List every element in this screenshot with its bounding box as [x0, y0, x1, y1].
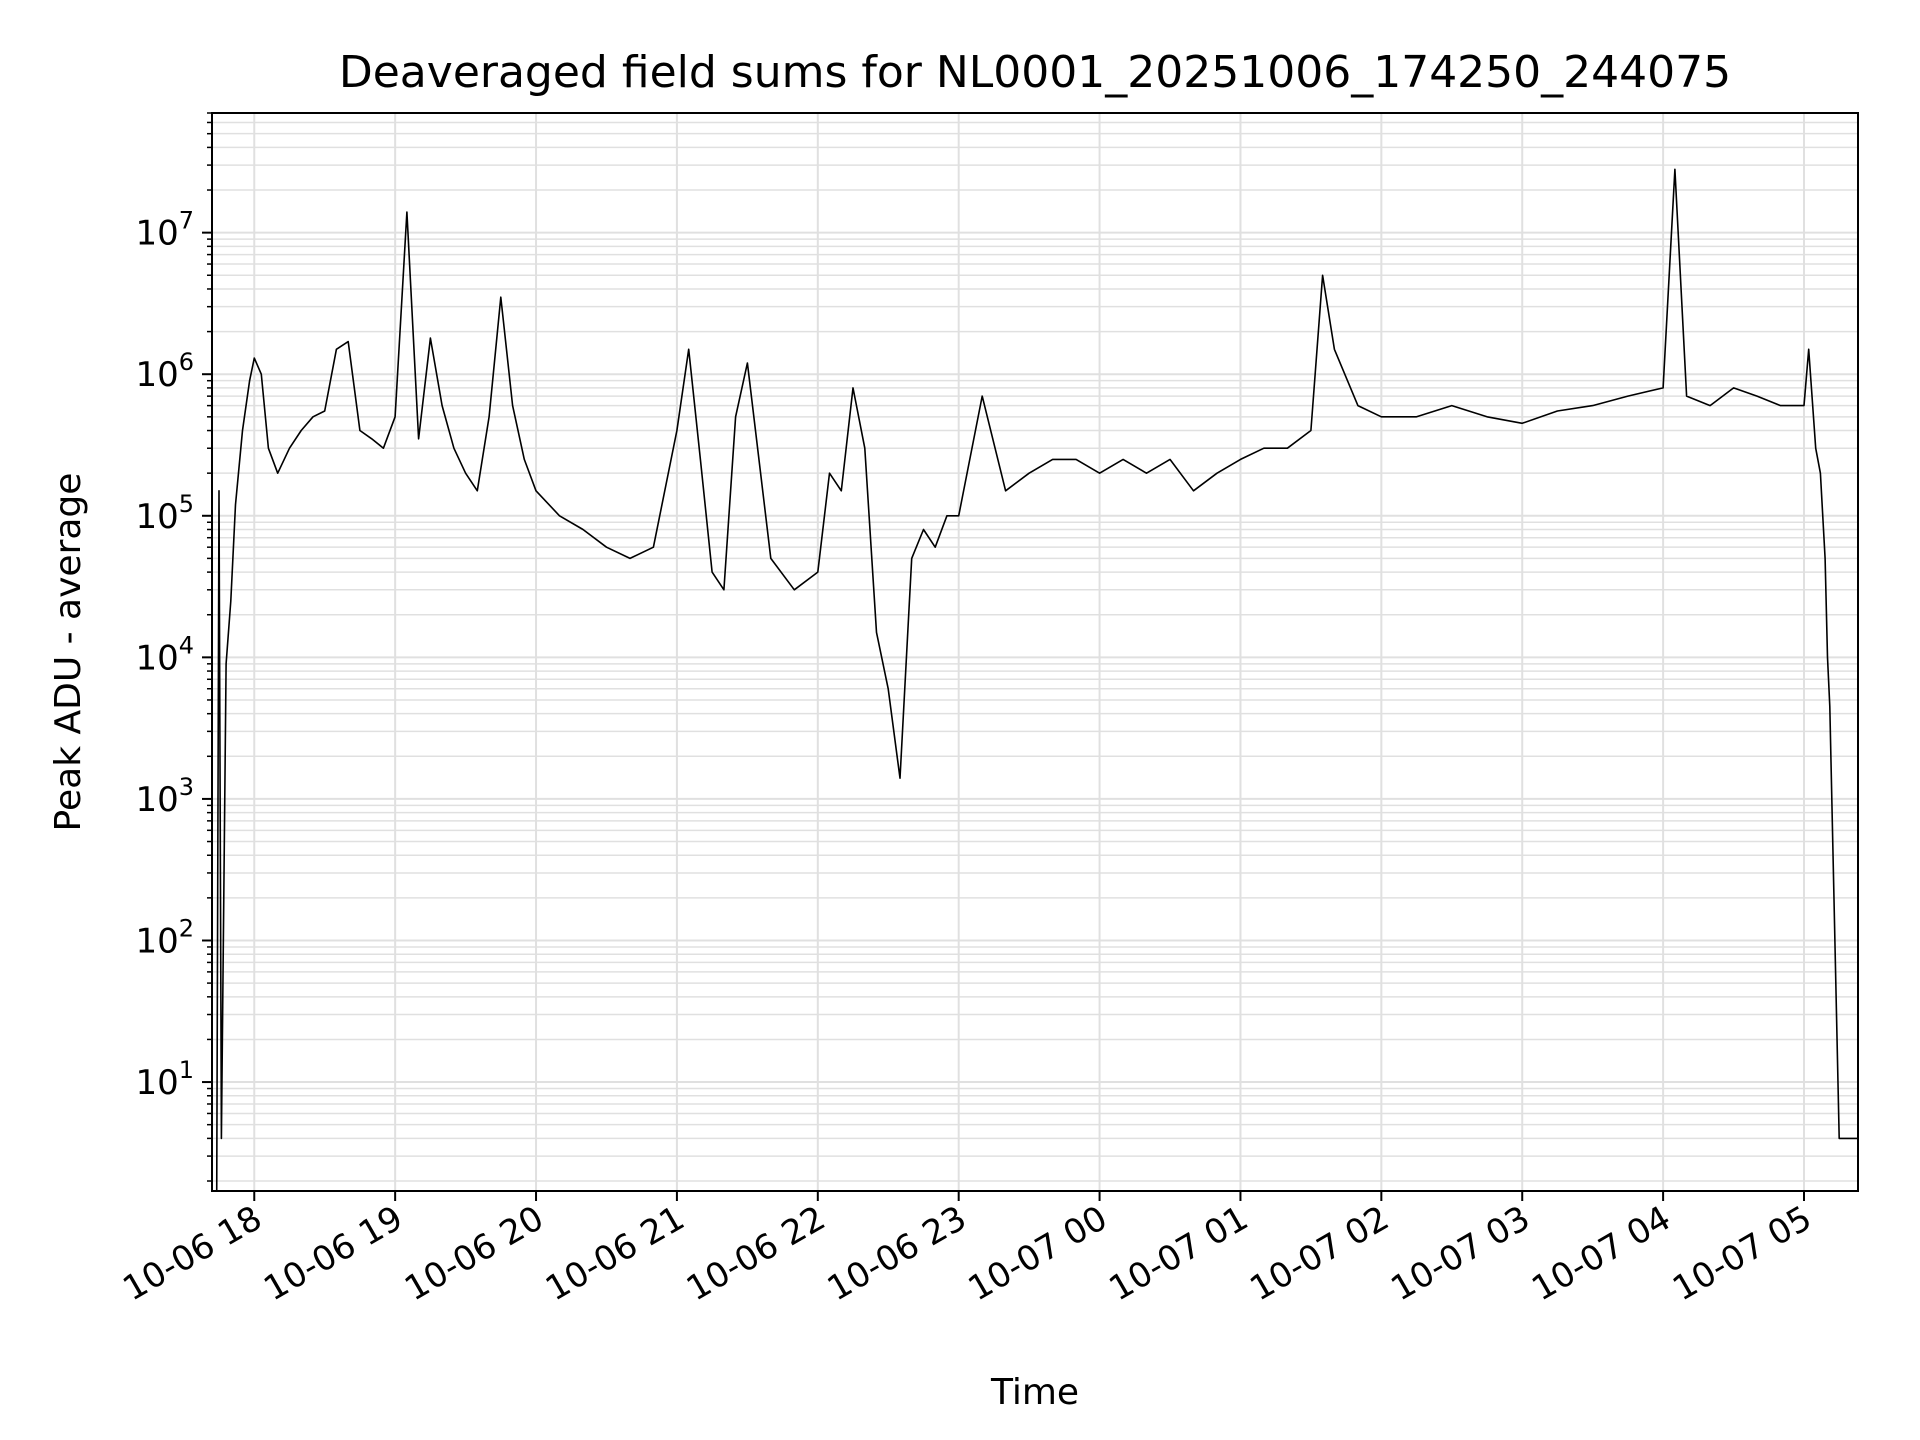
y-tick-label: 102 — [135, 914, 194, 961]
y-tick-label: 105 — [135, 490, 194, 537]
minor-gridlines — [212, 112, 1858, 1182]
y-axis-label: Peak ADU - average — [48, 473, 89, 832]
plot-frame — [211, 112, 1859, 1192]
y-tick-label: 107 — [135, 207, 194, 254]
y-tick-label: 101 — [135, 1056, 194, 1103]
x-axis-label: Time — [990, 1372, 1079, 1413]
y-tick-label: 103 — [135, 773, 194, 820]
chart-title: Deaveraged field sums for NL0001_2025100… — [339, 47, 1731, 98]
y-tick-label: 106 — [135, 348, 194, 395]
series-layer — [215, 168, 1858, 1191]
y-tick-label: 104 — [135, 631, 194, 678]
series-line — [215, 168, 1858, 1191]
y-axis-ticks: 101 102 103 104 105 106 107 — [135, 112, 212, 1182]
major-gridlines — [212, 113, 1858, 1191]
